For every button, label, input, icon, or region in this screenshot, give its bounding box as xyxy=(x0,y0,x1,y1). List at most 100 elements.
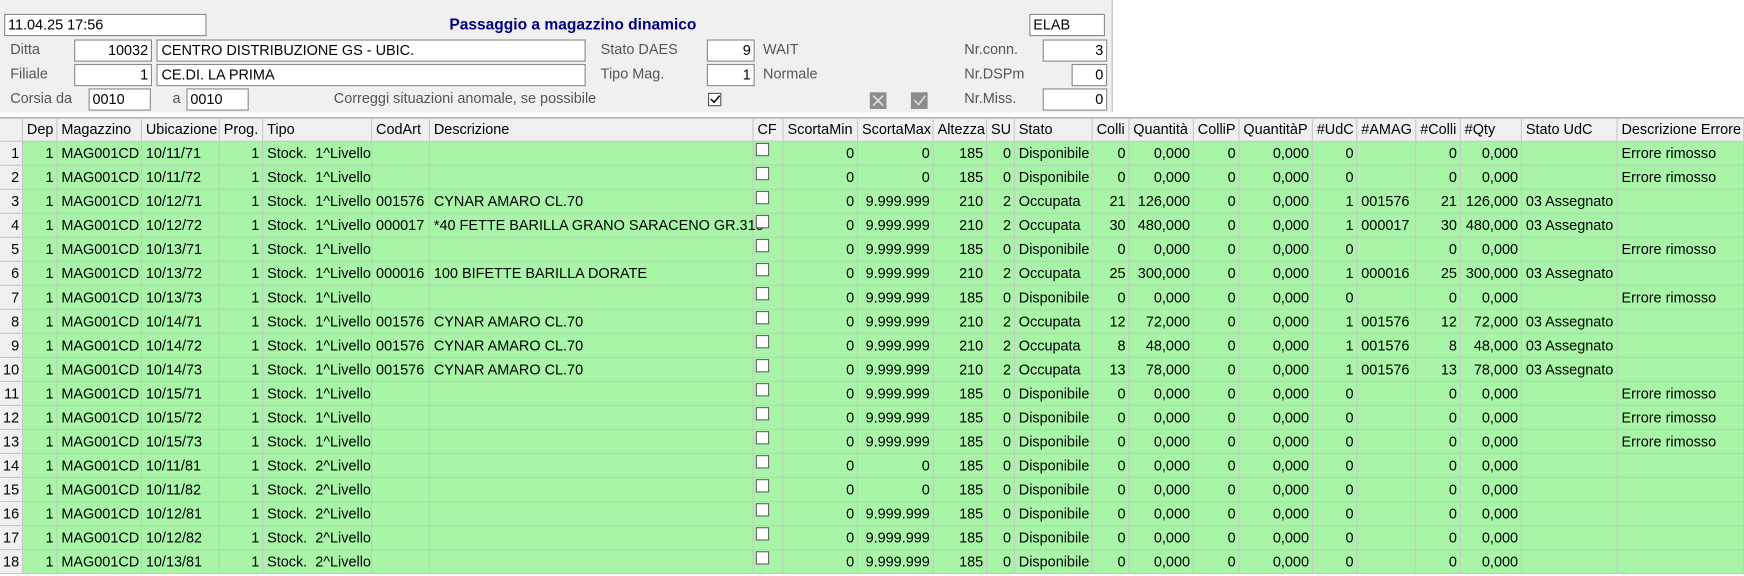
cell: Stock. 1^Livello xyxy=(267,242,371,258)
input-box[interactable] xyxy=(186,88,249,111)
checkbox-checked[interactable] xyxy=(707,92,722,107)
cell: 0 xyxy=(846,218,854,234)
cell: 9.999.999 xyxy=(866,410,930,426)
cell: 0 xyxy=(1228,218,1236,234)
cf-checkbox[interactable] xyxy=(755,479,770,493)
cf-checkbox[interactable] xyxy=(755,166,770,181)
cell: 0 xyxy=(1228,410,1236,426)
cell: 9.999.999 xyxy=(866,362,930,378)
cf-checkbox[interactable] xyxy=(755,286,770,301)
label: Nr.conn. xyxy=(964,42,1018,58)
label: Tipo Mag. xyxy=(601,66,665,82)
cf-checkbox[interactable] xyxy=(755,214,770,229)
cf-checkbox[interactable] xyxy=(755,142,770,157)
cf-checkbox[interactable] xyxy=(755,455,770,469)
cell: 1 xyxy=(251,506,259,522)
cf-checkbox[interactable] xyxy=(755,190,770,205)
input-box[interactable] xyxy=(74,63,152,87)
input-box[interactable] xyxy=(1071,63,1108,87)
cell: 0 xyxy=(1117,290,1125,306)
cell: 1 xyxy=(1345,266,1353,282)
cell: 48,000 xyxy=(1474,338,1518,354)
cell: 8 xyxy=(1449,338,1457,354)
input-box[interactable] xyxy=(706,39,755,62)
cf-checkbox[interactable] xyxy=(755,238,770,253)
row-number: 15 xyxy=(3,482,19,498)
cell: 0,000 xyxy=(1154,410,1190,426)
row-number: 16 xyxy=(3,506,19,522)
cell: 9.999.999 xyxy=(866,290,930,306)
cell: Disponibile xyxy=(1019,170,1090,186)
cell: 0 xyxy=(922,146,930,162)
table-header-bg xyxy=(0,117,1744,142)
cell: 0,000 xyxy=(1154,242,1190,258)
cell: 0 xyxy=(846,458,854,474)
cf-checkbox[interactable] xyxy=(755,527,770,541)
cell: 0,000 xyxy=(1273,146,1309,162)
input-box[interactable] xyxy=(156,63,586,87)
cell: Disponibile xyxy=(1019,458,1090,474)
cf-checkbox[interactable] xyxy=(755,359,770,373)
cell: 2 xyxy=(1003,362,1011,378)
cell: 1 xyxy=(1345,314,1353,330)
cell: 10/13/72 xyxy=(146,266,202,282)
cell: Occupata xyxy=(1019,338,1082,354)
cell: MAG001CD xyxy=(61,242,139,258)
label: a xyxy=(173,91,182,107)
cf-checkbox[interactable] xyxy=(755,311,770,325)
cell: Occupata xyxy=(1019,266,1082,282)
cancel-icon[interactable] xyxy=(869,92,887,109)
cell: MAG001CD xyxy=(61,194,139,210)
cell: 0 xyxy=(1228,458,1236,474)
confirm-icon[interactable] xyxy=(910,92,928,109)
cf-checkbox[interactable] xyxy=(755,431,770,445)
cell: 185 xyxy=(959,506,983,522)
input-value: 0010 xyxy=(93,92,125,108)
cell: 10/14/72 xyxy=(146,338,202,354)
input-box[interactable] xyxy=(1042,88,1108,111)
cf-checkbox[interactable] xyxy=(755,335,770,349)
cell: 0 xyxy=(1228,338,1236,354)
cell: 10/15/73 xyxy=(146,434,202,450)
column-header: Quantità xyxy=(1133,122,1189,138)
cell: 0,000 xyxy=(1273,482,1309,498)
cell: 0,000 xyxy=(1482,146,1518,162)
row-number: 8 xyxy=(11,314,19,330)
cell: 1 xyxy=(251,554,259,570)
row-number: 7 xyxy=(11,290,19,306)
input-box[interactable] xyxy=(88,88,151,111)
column-header: CodArt xyxy=(376,122,421,138)
cell: 2 xyxy=(1003,338,1011,354)
cell: 0 xyxy=(1449,458,1457,474)
cf-checkbox[interactable] xyxy=(755,503,770,517)
column-header: Stato xyxy=(1019,122,1053,138)
input-box[interactable] xyxy=(156,39,586,62)
cell: 0,000 xyxy=(1482,482,1518,498)
cell: Occupata xyxy=(1019,194,1082,210)
cell: 1 xyxy=(251,314,259,330)
label: Nr.Miss. xyxy=(964,91,1016,107)
cell: 1 xyxy=(46,218,54,234)
input-box[interactable] xyxy=(74,39,152,62)
cell: 0 xyxy=(1449,482,1457,498)
cf-checkbox[interactable] xyxy=(755,383,770,397)
cell: Disponibile xyxy=(1019,290,1090,306)
datetime: 11.04.25 17:56 xyxy=(8,17,103,33)
cell: 1 xyxy=(251,458,259,474)
input-value: CENTRO DISTRIBUZIONE GS - UBIC. xyxy=(161,43,414,59)
datetime-box xyxy=(4,13,207,37)
cell: Stock. 1^Livello xyxy=(267,434,371,450)
cell: 10/13/81 xyxy=(146,554,202,570)
cell: 0,000 xyxy=(1273,194,1309,210)
cell: 0 xyxy=(846,338,854,354)
title: Passaggio a magazzino dinamico xyxy=(449,17,696,34)
cf-checkbox[interactable] xyxy=(755,551,770,565)
cf-checkbox[interactable] xyxy=(755,262,770,277)
cell: 30 xyxy=(1109,218,1125,234)
input-box[interactable] xyxy=(706,63,755,87)
cf-checkbox[interactable] xyxy=(755,407,770,421)
cell: 185 xyxy=(959,434,983,450)
input-box[interactable] xyxy=(1042,39,1108,62)
cell: 1 xyxy=(251,242,259,258)
